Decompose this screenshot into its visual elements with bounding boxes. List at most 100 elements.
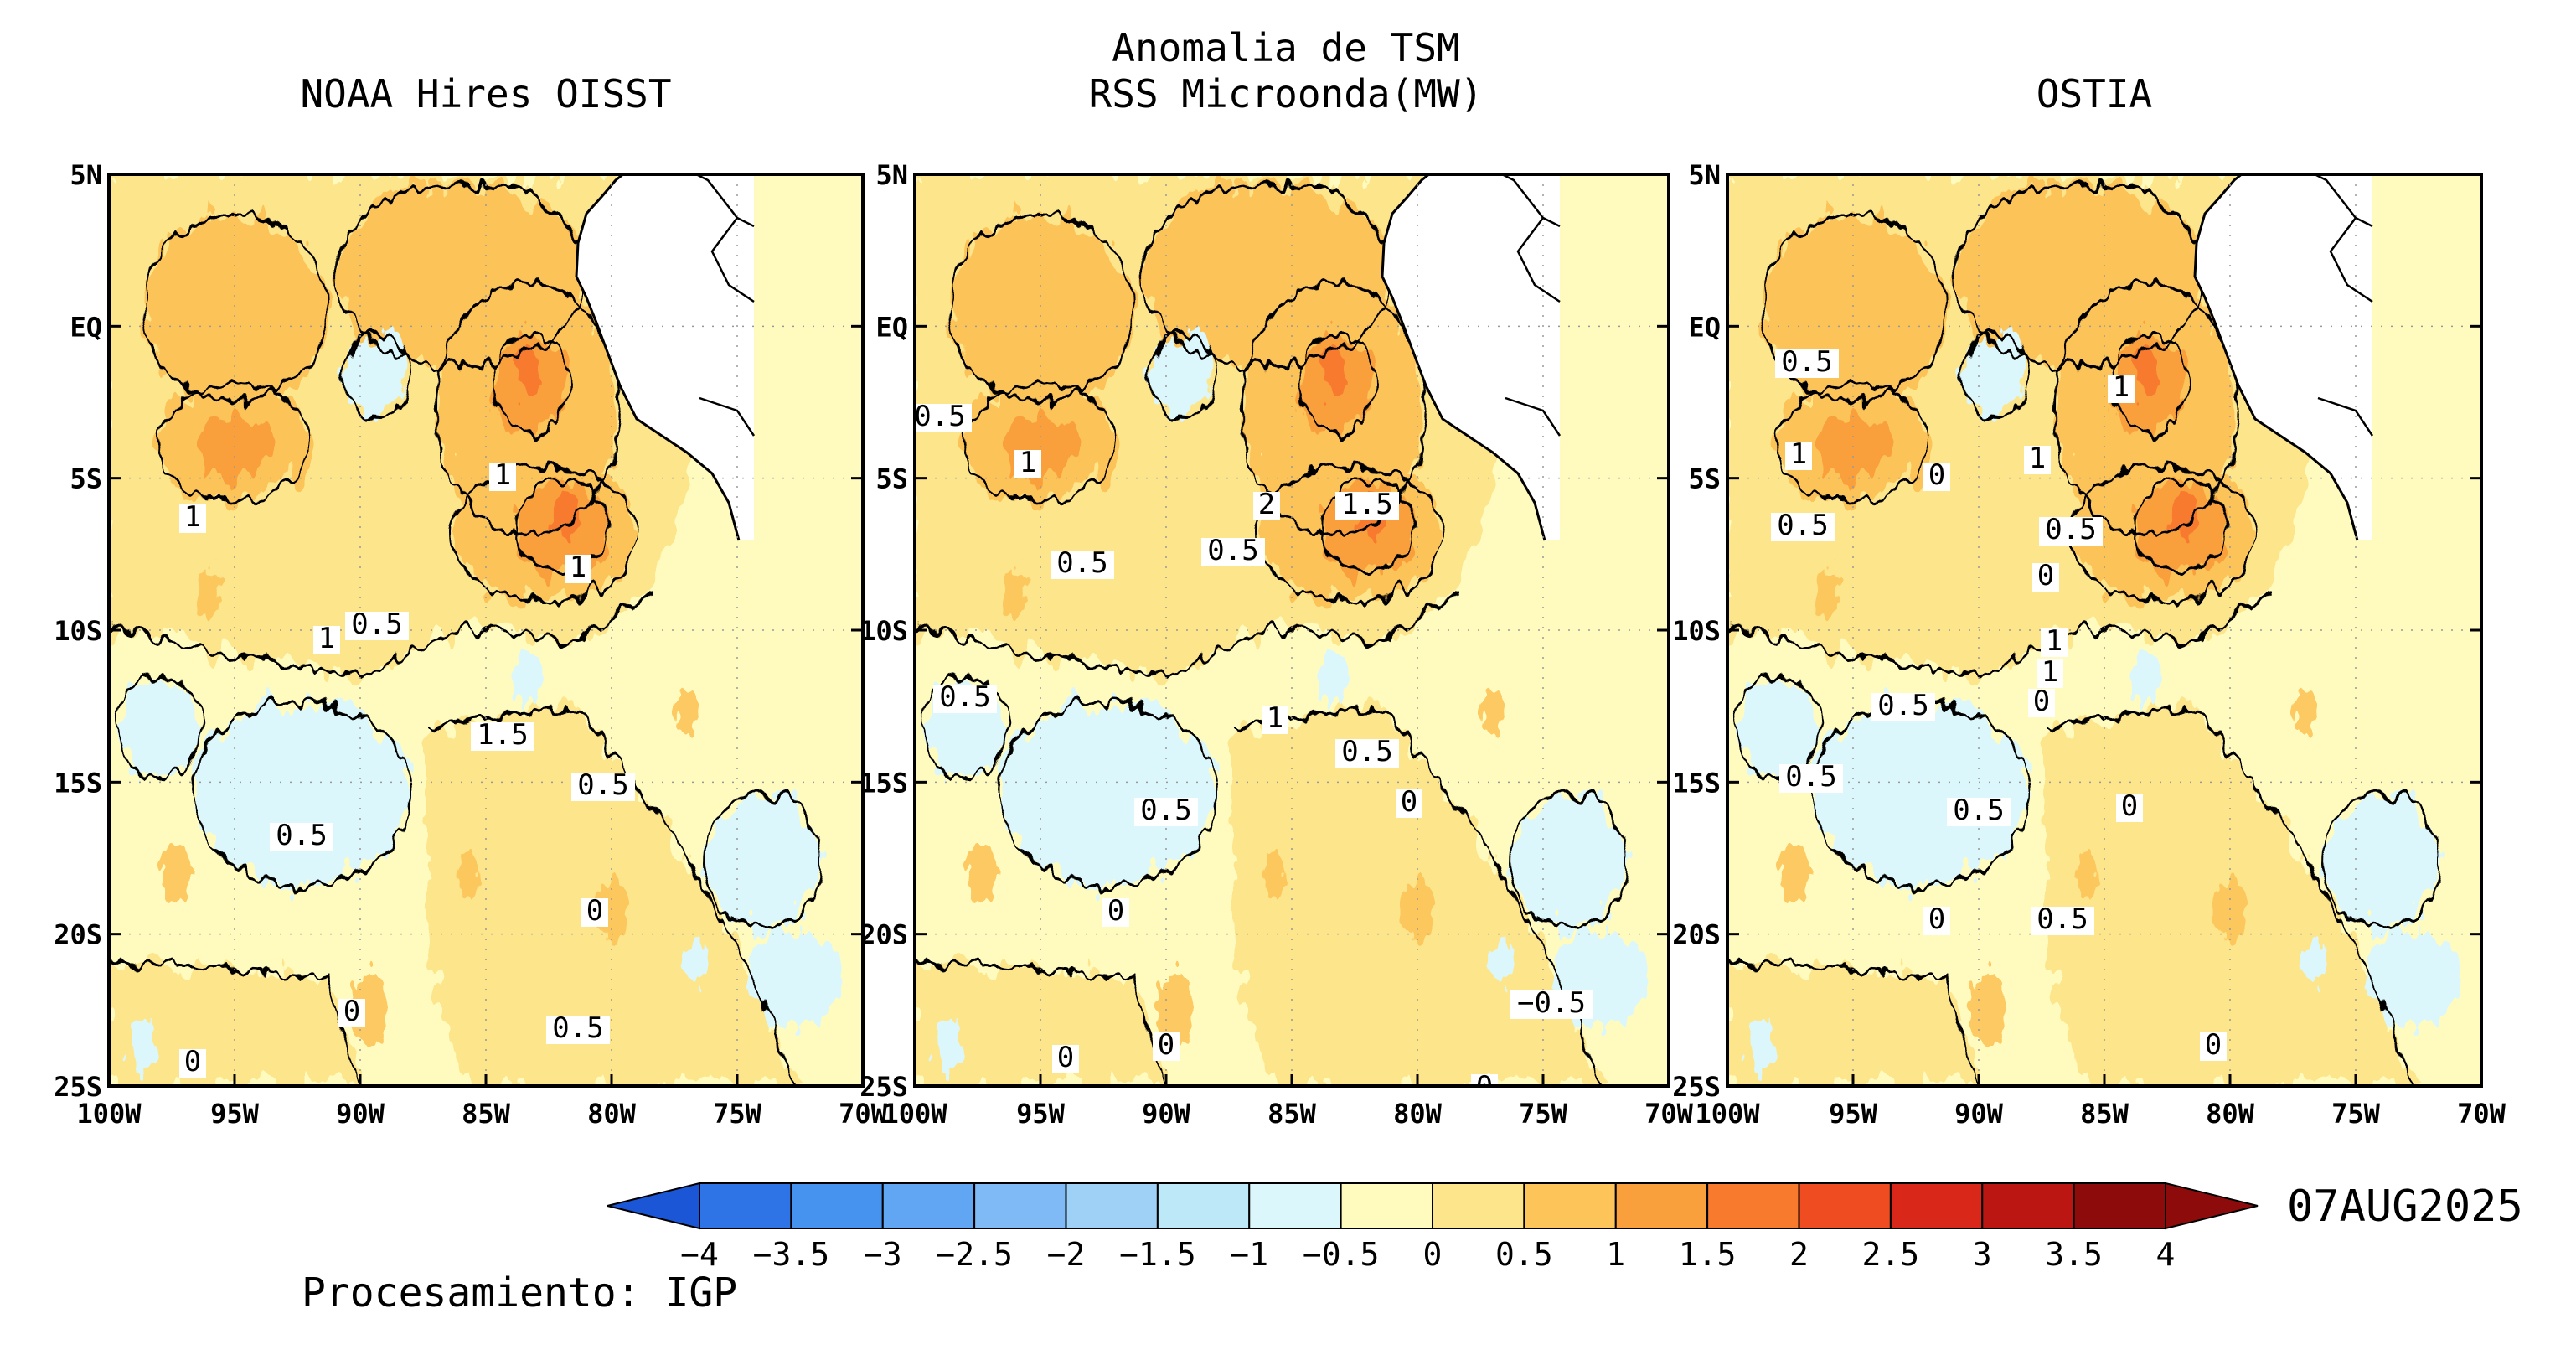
contour-label: 1: [2042, 655, 2058, 689]
lat-tick-label: 20S: [54, 919, 102, 951]
lat-tick-label: 5S: [70, 463, 102, 495]
colorbar-box: [1156, 1182, 1251, 1229]
colorbar-box: [699, 1182, 792, 1229]
lat-tick-label: 5N: [1688, 159, 1721, 191]
contour-label-bg: [1014, 450, 1041, 478]
contour-label-bg: [1923, 463, 1950, 491]
contour-label-bg: [2039, 517, 2103, 546]
lat-tick-label: EQ: [1688, 311, 1721, 343]
lat-tick-label: 5S: [1688, 463, 1721, 495]
lon-tick-label: 80W: [1393, 1098, 1443, 1130]
colorbar-tick-label: 3: [1973, 1236, 1992, 1273]
colorbar-box: [1340, 1182, 1433, 1229]
contour-label: 0: [1057, 1041, 1074, 1074]
lat-tick-label: 15S: [54, 767, 102, 799]
lon-tick-label: 75W: [713, 1098, 762, 1130]
contour-label-bg: [2028, 689, 2055, 717]
contour-label-bg: [1102, 898, 1129, 927]
contour-label-bg: [345, 612, 409, 640]
lat-tick-label: 15S: [1672, 767, 1721, 799]
lon-tick-label: 100W: [1695, 1098, 1760, 1130]
colorbar-box: [1614, 1182, 1709, 1229]
lat-tick-label: 10S: [54, 615, 102, 647]
contour-label: 0.5: [1777, 509, 1828, 542]
contour-label-bg: [1510, 990, 1593, 1019]
contour-label-bg: [471, 722, 534, 751]
contour-label-bg: [571, 773, 635, 801]
colorbar-tick-label: −4: [680, 1236, 719, 1273]
map-panel-rss: 0.510.521.50.50.510.50.50000−0.500.510.5…: [860, 159, 1694, 1187]
colorbar-tick-label: 1: [1606, 1236, 1625, 1273]
main-title: Anomalia de TSM: [1112, 25, 1460, 70]
colorbar-box: [1523, 1182, 1617, 1229]
contour-label: 0.5: [326, 1204, 377, 1238]
contour-label-bg: [489, 463, 516, 491]
contour-label: 2: [1258, 488, 1275, 521]
lon-tick-label: 75W: [2331, 1098, 2381, 1130]
contour-label-bg: [338, 999, 365, 1027]
contour-label-bg: [2032, 563, 2059, 592]
lat-tick-label: EQ: [875, 311, 908, 343]
contour-label-bg: [2200, 1032, 2227, 1061]
contour-label: 0: [2033, 685, 2050, 718]
contour-label: 0: [2188, 1150, 2205, 1183]
contour-label-bg: [1126, 1150, 1190, 1178]
contour-label: 0: [1107, 894, 1124, 928]
lon-tick-label: 90W: [1142, 1098, 1191, 1130]
contour-label: 0.5: [1140, 794, 1191, 827]
lon-tick-label: 90W: [1954, 1098, 2004, 1130]
colorbar-tick-label: 2.5: [1862, 1236, 1920, 1273]
lon-tick-label: 85W: [462, 1098, 511, 1130]
colorbar-box: [2073, 1182, 2166, 1229]
colorbar-tick-label: 4: [2156, 1236, 2176, 1273]
contour-label-bg: [1419, 1158, 1483, 1187]
lon-tick-label: 95W: [210, 1098, 260, 1130]
contour-label: 0: [2121, 789, 2138, 823]
contour-label: 0: [1401, 785, 1417, 819]
contour-label: 1: [184, 500, 201, 534]
lon-tick-label: 85W: [1267, 1098, 1317, 1130]
contour-label-bg: [1201, 538, 1265, 566]
lon-tick-label: 90W: [336, 1098, 385, 1130]
lat-tick-label: 10S: [860, 615, 908, 647]
contour-label: 0.5: [1207, 534, 1258, 567]
contour-label: 0: [1928, 458, 1945, 492]
lon-tick-label: 70W: [1644, 1098, 1694, 1130]
contour-label: 0.5: [1341, 735, 1392, 768]
contour-label-bg: [1396, 789, 1422, 818]
contour-label: 0.5: [284, 1146, 335, 1179]
contour-label-bg: [1051, 551, 1114, 579]
contour-label-bg: [581, 898, 608, 927]
contour-label-bg: [1052, 1045, 1079, 1073]
contour-label: 0.5: [276, 819, 327, 852]
colorbar-tick-label: −1.5: [1119, 1236, 1196, 1273]
colorbar-tick-label: 0.5: [1495, 1236, 1553, 1273]
lon-tick-label: 95W: [1829, 1098, 1878, 1130]
contour-label: 0: [586, 894, 603, 928]
contour-label: 0: [343, 995, 360, 1028]
colorbar-tick-label: −3.5: [753, 1236, 830, 1273]
contour-label: 0: [1928, 902, 1945, 936]
contour-label-bg: [2024, 446, 2051, 474]
colorbar-box: [1248, 1182, 1342, 1229]
colorbar-box: [881, 1182, 976, 1229]
lat-tick-label: 15S: [860, 767, 908, 799]
lat-tick-label: 10S: [1672, 615, 1721, 647]
contour-label-bg: [179, 504, 206, 533]
date-stamp: 07AUG2025: [2287, 1182, 2523, 1232]
contour-label: 1: [2046, 624, 2062, 658]
contour-label: 0.5: [2037, 902, 2088, 936]
contour-label-bg: [2031, 907, 2094, 935]
contour-label: 0.5: [1877, 689, 1928, 722]
lon-tick-label: 70W: [2457, 1098, 2506, 1130]
contour-label: 0.5: [552, 1011, 603, 1045]
contour-label: 0: [2205, 1028, 2222, 1062]
colorbar-tick-label: 1.5: [1679, 1236, 1737, 1273]
colorbar-extend-high: [2165, 1182, 2259, 1230]
contour-label: 0.5: [914, 400, 965, 433]
contour-label-bg: [1471, 1074, 1498, 1086]
lat-tick-label: 20S: [1672, 919, 1721, 951]
panel-title-rss: RSS Microonda(MW): [1088, 71, 1484, 116]
